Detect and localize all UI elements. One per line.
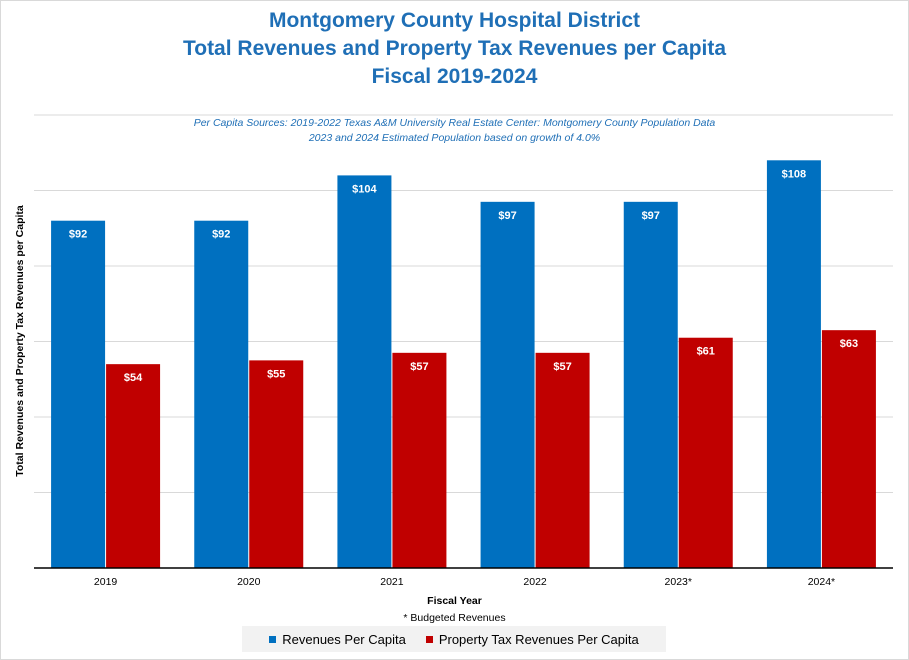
x-tick-label-2019: 2019 xyxy=(94,576,118,588)
data-label-revenues-2021: $104 xyxy=(352,183,377,195)
x-tick-label-2022: 2022 xyxy=(523,576,547,588)
x-tick-label-2021: 2021 xyxy=(380,576,404,588)
data-label-property-tax-2024: $63 xyxy=(840,338,858,350)
bar-revenues-2019 xyxy=(51,220,106,568)
data-label-revenues-2022: $97 xyxy=(498,210,516,222)
chart-subtitle-line-2: 2023 and 2024 Estimated Population based… xyxy=(308,132,601,144)
x-tick-label-2020: 2020 xyxy=(237,576,261,588)
chart-title-line-2: Total Revenues and Property Tax Revenues… xyxy=(182,37,727,60)
y-axis-label: Total Revenues and Property Tax Revenues… xyxy=(14,205,26,477)
data-label-revenues-2023: $97 xyxy=(642,210,660,222)
bar-property-tax-2019 xyxy=(106,364,161,568)
bar-revenues-2020 xyxy=(194,220,249,568)
x-tick-label-2024: 2024* xyxy=(808,576,835,588)
x-tick-label-2023: 2023* xyxy=(665,576,692,588)
data-label-property-tax-2021: $57 xyxy=(410,361,428,373)
x-axis-label: Fiscal Year xyxy=(427,595,482,607)
chart-title-line-3: Fiscal 2019-2024 xyxy=(371,65,538,88)
bar-revenues-2021 xyxy=(337,175,392,568)
legend-swatch-property-tax xyxy=(425,635,433,643)
data-label-property-tax-2023: $61 xyxy=(697,346,715,358)
data-label-property-tax-2019: $54 xyxy=(124,372,143,384)
bar-property-tax-2020 xyxy=(249,360,304,568)
data-label-revenues-2020: $92 xyxy=(212,229,230,241)
bar-property-tax-2024 xyxy=(821,330,876,568)
data-label-revenues-2024: $108 xyxy=(782,168,806,180)
bar-revenues-2023 xyxy=(623,201,678,568)
legend-item-revenues: Revenues Per Capita xyxy=(269,632,406,647)
chart-subtitle-line-1: Per Capita Sources: 2019-2022 Texas A&M … xyxy=(193,117,716,129)
legend-item-property-tax: Property Tax Revenues Per Capita xyxy=(425,631,639,647)
chart-subtitle: Per Capita Sources: 2019-2022 Texas A&M … xyxy=(0,116,909,146)
legend-label-revenues: Revenues Per Capita xyxy=(282,631,406,647)
bar-revenues-2024 xyxy=(766,160,821,569)
data-label-property-tax-2020: $55 xyxy=(267,368,285,380)
legend-swatch-revenues xyxy=(269,635,277,643)
chart-title-line-1: Montgomery County Hospital District xyxy=(268,9,641,32)
budget-note: * Budgeted Revenues xyxy=(403,612,506,624)
data-label-property-tax-2022: $57 xyxy=(553,361,571,373)
data-label-revenues-2019: $92 xyxy=(69,229,87,241)
legend: Revenues Per Capita Property Tax Revenue… xyxy=(242,626,666,652)
bar-property-tax-2022 xyxy=(535,352,590,568)
chart-title: Montgomery County Hospital District Tota… xyxy=(0,7,909,91)
legend-label-property-tax: Property Tax Revenues Per Capita xyxy=(438,631,639,647)
bar-property-tax-2023 xyxy=(678,337,733,568)
bar-revenues-2022 xyxy=(480,201,535,568)
bar-property-tax-2021 xyxy=(392,352,447,568)
